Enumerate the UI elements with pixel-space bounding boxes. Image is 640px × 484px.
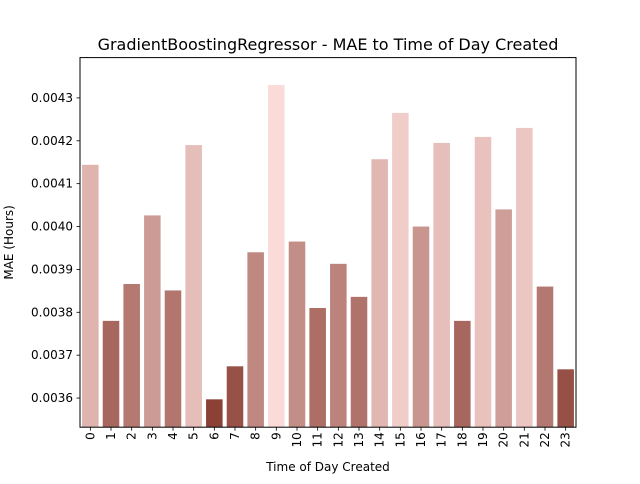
bar-hour-3 (144, 215, 161, 428)
bar-hour-21 (516, 127, 533, 428)
x-tick-label: 4 (166, 432, 180, 440)
bar-hour-23 (557, 369, 574, 428)
x-tick-label: 13 (352, 432, 366, 447)
x-axis-label: Time of Day Created (265, 460, 390, 474)
bar-hour-7 (226, 366, 244, 428)
x-axis: 0 1 2 3 4 5 6 7 8 9 10 11 12 13 14 15 16 17 18 19 20 21 22 23 (83, 427, 573, 447)
x-tick-label: 8 (249, 432, 263, 440)
y-tick-label: 0.0040 (31, 220, 73, 234)
bar-hour-11 (309, 308, 326, 428)
x-tick-label: 0 (83, 432, 97, 440)
y-tick-label: 0.0042 (31, 134, 73, 148)
x-tick-label: 11 (311, 432, 325, 447)
x-tick-label: 17 (435, 432, 449, 447)
bar-hour-20 (495, 209, 512, 428)
bar-hour-18 (454, 320, 471, 428)
bar-hour-0 (82, 164, 99, 428)
x-tick-label: 22 (538, 432, 552, 447)
x-tick-label: 7 (228, 432, 242, 440)
y-tick-label: 0.0039 (31, 262, 73, 276)
bars-layer (82, 85, 574, 428)
bar-hour-5 (185, 145, 202, 428)
x-tick-label: 10 (290, 432, 304, 447)
bar-hour-2 (123, 283, 140, 428)
x-tick-label: 19 (476, 432, 490, 447)
x-tick-label: 14 (373, 432, 387, 447)
bar-hour-16 (412, 226, 430, 428)
y-tick-label: 0.0037 (31, 348, 73, 362)
bar-hour-14 (371, 159, 388, 428)
chart-title: GradientBoostingRegressor - MAE to Time … (98, 35, 559, 54)
plot-frame (79, 57, 577, 428)
bar-hour-9 (268, 85, 285, 428)
x-tick-label: 1 (104, 432, 118, 440)
y-axis-label: MAE (Hours) (2, 205, 16, 279)
y-tick-label: 0.0043 (31, 91, 73, 105)
x-tick-label: 5 (187, 432, 201, 440)
x-tick-label: 15 (393, 432, 407, 447)
x-tick-label: 16 (414, 432, 428, 447)
bar-hour-4 (164, 290, 182, 428)
x-tick-label: 9 (269, 432, 283, 440)
x-tick-label: 18 (455, 432, 469, 447)
x-tick-label: 3 (145, 432, 159, 440)
bar-hour-1 (102, 320, 120, 428)
y-axis: 0.0036 0.0037 0.0038 0.0039 0.0040 0.0041 0.00… (31, 91, 80, 405)
bar-hour-17 (433, 142, 450, 428)
bar-hour-8 (247, 252, 264, 428)
bar-hour-10 (288, 241, 306, 428)
x-tick-label: 20 (497, 432, 511, 447)
x-tick-label: 21 (517, 432, 531, 447)
y-tick-label: 0.0036 (31, 391, 73, 405)
y-tick-label: 0.0038 (31, 305, 73, 319)
x-tick-label: 2 (125, 432, 139, 440)
x-tick-label: 23 (559, 432, 573, 447)
bar-hour-19 (474, 136, 492, 428)
x-tick-label: 6 (207, 432, 221, 440)
y-tick-label: 0.0041 (31, 177, 73, 191)
bar-hour-15 (392, 112, 409, 428)
bar-hour-12 (330, 263, 347, 428)
x-tick-label: 12 (331, 432, 345, 447)
bar-hour-6 (206, 399, 223, 428)
bar-hour-22 (536, 286, 554, 428)
bar-hour-13 (350, 296, 368, 428)
